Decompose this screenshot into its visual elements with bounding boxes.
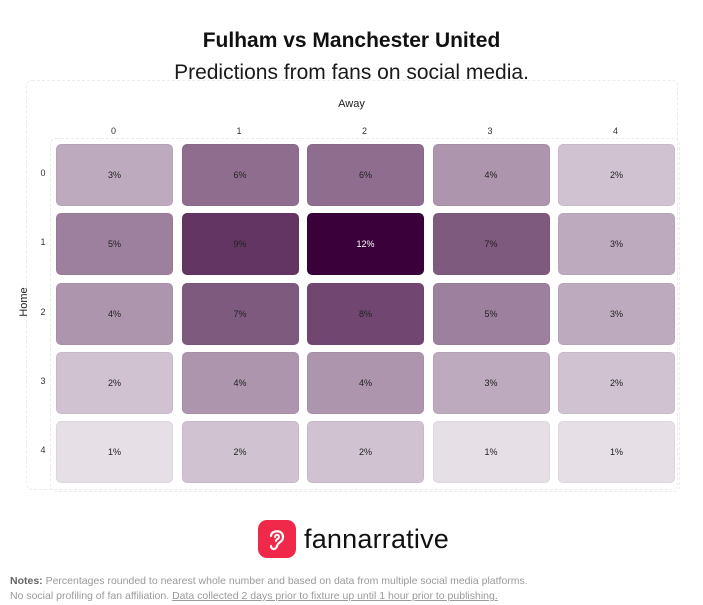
brand-name: fannarrative (304, 523, 449, 554)
notes-line-1: Percentages rounded to nearest whole num… (45, 575, 528, 587)
y-tick-label: 4 (40, 445, 46, 456)
heatmap-cell: 6% (307, 144, 424, 206)
heatmap-cell: 3% (432, 351, 550, 414)
heatmap-cell: 2% (558, 144, 675, 206)
cell-value-label: 4% (233, 377, 247, 388)
chart-panel (26, 80, 678, 490)
x-tick-label: 1 (236, 126, 242, 136)
cell-value-label: 3% (609, 308, 623, 319)
x-tick-label: 3 (487, 126, 493, 136)
cell-value-label: 1% (107, 447, 121, 458)
heatmap-cell: 9% (181, 213, 299, 276)
x-tick-label: 0 (110, 126, 116, 136)
heatmap-cell: 2% (307, 421, 424, 484)
heatmap-cell: 2% (558, 351, 675, 414)
cell-value-label: 4% (484, 170, 498, 180)
footnotes: Notes: Percentages rounded to nearest wh… (10, 574, 700, 604)
heatmap-cell: 1% (56, 421, 173, 484)
cell-value-label: 2% (609, 170, 623, 180)
heatmap-cell: 3% (56, 144, 173, 206)
cell-value-label: 5% (484, 308, 498, 319)
cell-value-label: 6% (233, 170, 247, 180)
heatmap-cell: 7% (181, 282, 299, 345)
cell-value-label: 3% (107, 170, 121, 180)
cell-value-label: 7% (484, 239, 498, 250)
notes-line-2: No social profiling of fan affiliation. (10, 590, 170, 602)
ear-icon (258, 520, 296, 558)
heatmap-cell: 3% (558, 213, 675, 276)
notes-link[interactable]: Data collected 2 days prior to fixture u… (172, 590, 498, 602)
heatmap-cell: 1% (558, 421, 675, 484)
chart-subtitle: Predictions from fans on social media. (174, 61, 529, 84)
brand-logo: fannarrative (258, 519, 449, 559)
heatmap-cell: 5% (432, 282, 550, 345)
cell-value-label: 1% (609, 447, 623, 458)
cell-value-label: 5% (107, 239, 121, 250)
cell-value-label: 7% (233, 308, 247, 319)
x-tick-label: 2 (361, 126, 367, 136)
heatmap-cell: 4% (56, 282, 173, 345)
cell-value-label: 3% (484, 377, 498, 388)
heatmap-cell: 3% (558, 282, 675, 345)
cell-value-label: 4% (107, 308, 121, 319)
chart-title: Fulham vs Manchester United (202, 29, 501, 52)
y-tick-label: 2 (40, 306, 46, 317)
heatmap-cell: 8% (307, 282, 424, 345)
cell-value-label: 2% (233, 447, 247, 458)
y-axis-title: Home (18, 287, 30, 317)
heatmap-cell: 1% (432, 421, 550, 484)
cell-value-label: 6% (358, 170, 372, 180)
x-axis-title: Away (338, 98, 365, 110)
y-tick-label: 3 (40, 375, 46, 386)
cell-value-label: 8% (358, 308, 372, 319)
heatmap-cell: 12% (307, 213, 424, 276)
heatmap-cell: 7% (432, 213, 550, 276)
cell-value-label: 4% (358, 377, 372, 388)
heatmap-cell: 2% (56, 351, 173, 414)
cell-value-label: 2% (107, 377, 121, 388)
heatmap-cell: 4% (181, 351, 299, 414)
y-tick-label: 1 (40, 237, 46, 248)
notes-label: Notes: (10, 575, 43, 587)
heatmap-cell: 5% (56, 213, 173, 276)
cell-value-label: 2% (358, 447, 372, 458)
y-tick-label: 0 (40, 168, 46, 178)
heatmap-cell: 4% (432, 144, 550, 206)
heatmap-cell: 6% (181, 144, 299, 206)
cell-value-label: 1% (484, 447, 498, 458)
cell-value-label: 3% (609, 239, 623, 250)
cell-value-label: 2% (609, 377, 623, 388)
cell-value-label: 12% (356, 239, 375, 250)
heatmap-grid: 3% 6% 6% 4% 2% 5% 9% 12% 7% 3% 4% 7% 8% 5% 3% 2% 4% 4% 3% 2… (50, 138, 680, 492)
cell-value-label: 9% (233, 239, 247, 250)
x-tick-label: 4 (612, 126, 618, 136)
heatmap-cell: 4% (307, 351, 424, 414)
heatmap-cell: 2% (181, 421, 299, 484)
